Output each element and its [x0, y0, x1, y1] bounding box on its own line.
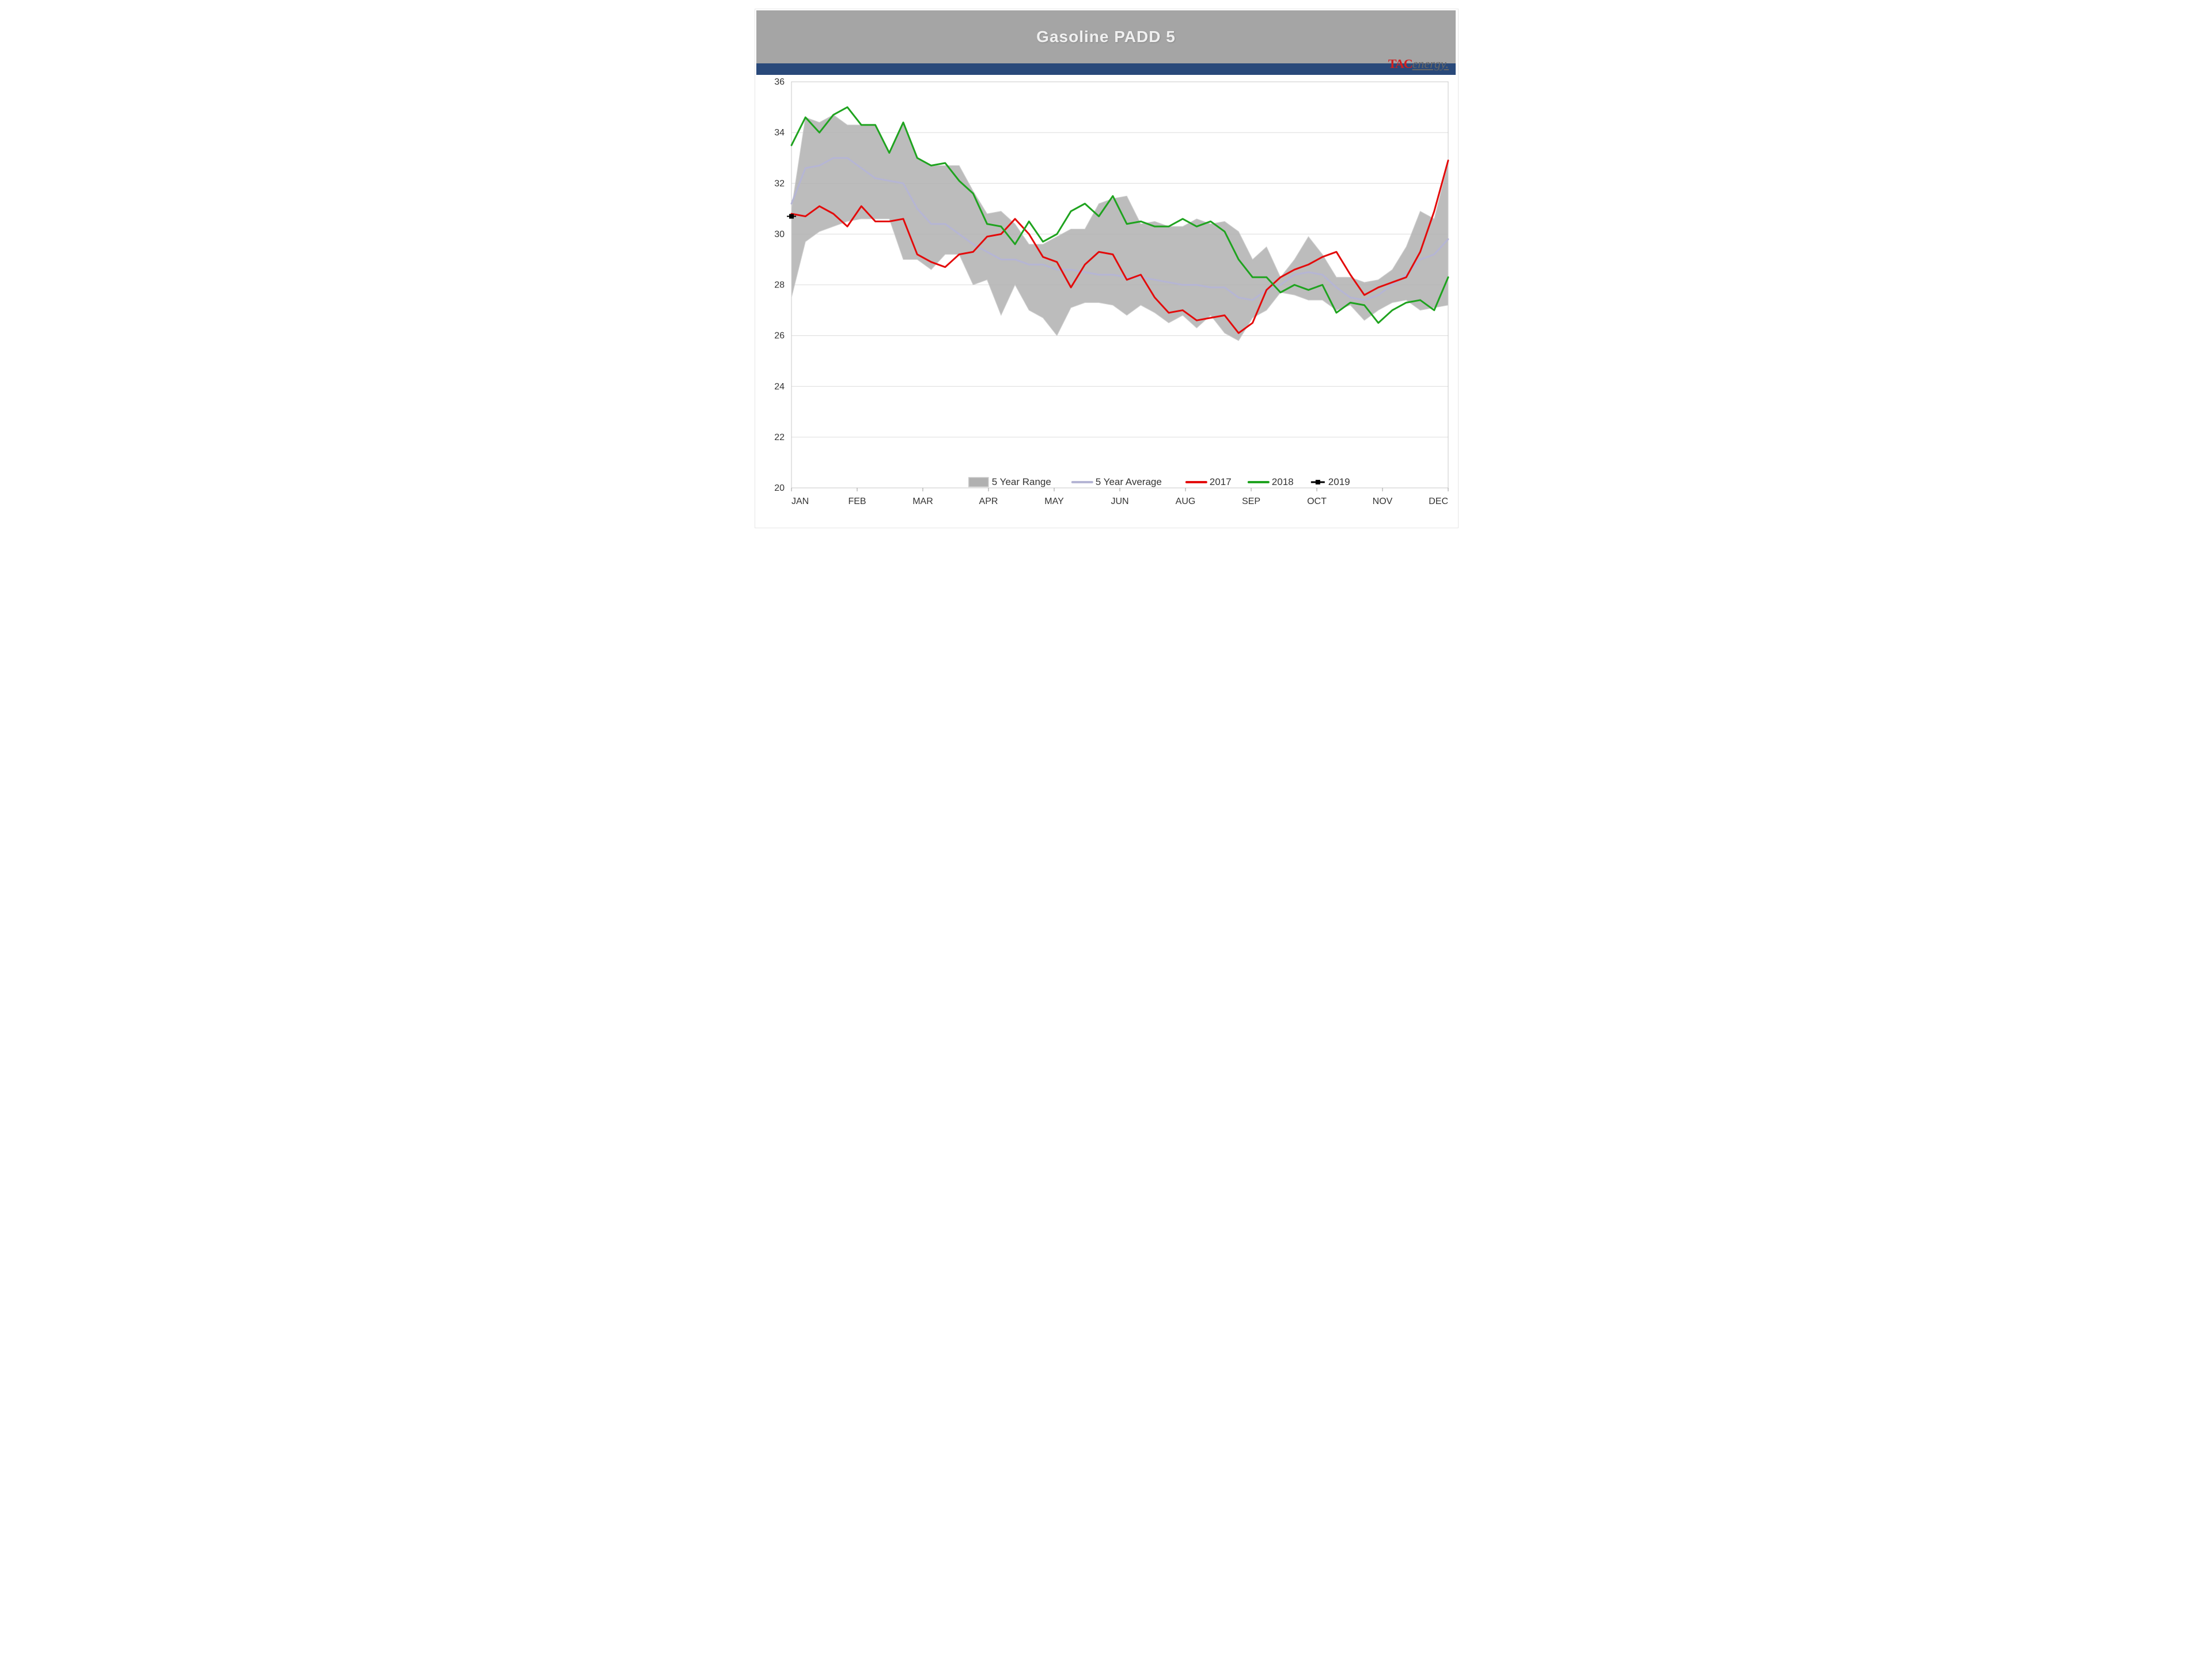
svg-text:NOV: NOV — [1373, 497, 1393, 506]
brand-logo: TACenergy. — [1388, 56, 1449, 71]
svg-text:FEB: FEB — [848, 497, 866, 506]
svg-text:36: 36 — [774, 77, 785, 87]
svg-text:MAR: MAR — [912, 497, 933, 506]
svg-text:APR: APR — [979, 497, 998, 506]
title-understrip — [756, 63, 1456, 75]
svg-text:AUG: AUG — [1176, 497, 1196, 506]
svg-text:5 Year Average: 5 Year Average — [1096, 476, 1162, 487]
svg-text:28: 28 — [774, 281, 785, 290]
svg-text:22: 22 — [774, 433, 785, 442]
title-bar: Gasoline PADD 5 — [756, 10, 1456, 63]
svg-text:2018: 2018 — [1272, 476, 1294, 487]
svg-text:JAN: JAN — [791, 497, 809, 506]
svg-text:OCT: OCT — [1307, 497, 1327, 506]
line-chart: 20 22 24 26 28 30 32 34 36 JAN FEB MAR APR MAY JUN AUG S… — [760, 76, 1454, 522]
brand-suffix: energy. — [1412, 56, 1449, 71]
chart-title: Gasoline PADD 5 — [1036, 28, 1176, 46]
page: Gasoline PADD 5 TACenergy. 20 22 24 26 28 30 3… — [746, 0, 1466, 541]
svg-text:SEP: SEP — [1242, 497, 1260, 506]
svg-text:34: 34 — [774, 128, 785, 138]
svg-text:5 Year Range: 5 Year Range — [992, 476, 1051, 487]
svg-text:26: 26 — [774, 331, 785, 341]
svg-text:MAY: MAY — [1044, 497, 1064, 506]
svg-text:JUN: JUN — [1111, 497, 1128, 506]
svg-text:2017: 2017 — [1210, 476, 1232, 487]
brand-prefix: TAC — [1388, 56, 1412, 71]
svg-text:DEC: DEC — [1429, 497, 1448, 506]
svg-text:2019: 2019 — [1328, 476, 1350, 487]
svg-text:24: 24 — [774, 382, 785, 392]
svg-text:32: 32 — [774, 179, 785, 188]
svg-text:30: 30 — [774, 229, 785, 239]
svg-text:20: 20 — [774, 483, 785, 493]
